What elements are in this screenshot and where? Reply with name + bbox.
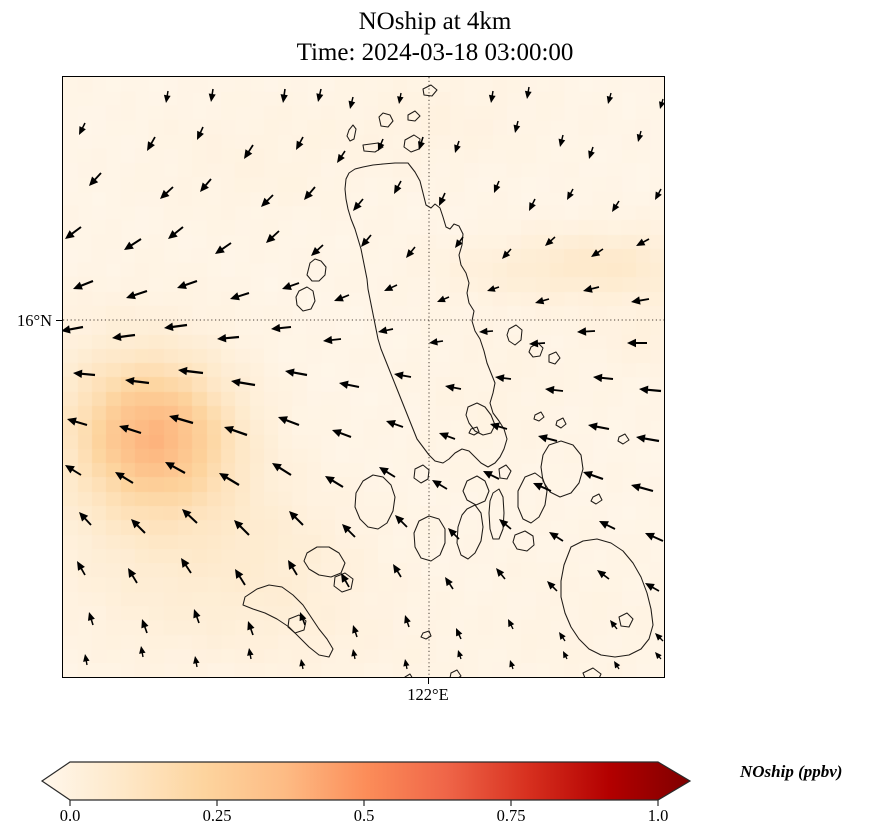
colorbar[interactable]	[30, 756, 710, 806]
colorbar-tick-2: 0.5	[353, 806, 375, 825]
colorbar-body[interactable]	[40, 761, 692, 801]
concentration-field	[63, 77, 664, 677]
colorbar-label: NOship (ppbv)	[740, 762, 843, 781]
ytick-mark-16N	[56, 320, 62, 322]
colorbar-ticks	[69, 800, 659, 806]
figure-subtitle: Time: 2024-03-18 03:00:00	[296, 39, 574, 66]
colorbar-tick-1: 0.25	[202, 806, 232, 825]
ytick-label-16N: 16°N	[16, 311, 52, 330]
colorbar-tick-3: 0.75	[496, 806, 526, 825]
map-axes[interactable]	[62, 76, 665, 678]
xtick-label-122E: 122°E	[407, 685, 449, 704]
colorbar-tick-4: 1.0	[647, 806, 669, 825]
title-block: NOship at 4km Time: 2024-03-18 03:00:00	[0, 6, 870, 68]
colorbar-tick-0: 0.0	[59, 806, 81, 825]
figure-title: NOship at 4km	[358, 8, 512, 35]
xtick-mark-122E	[428, 678, 430, 684]
